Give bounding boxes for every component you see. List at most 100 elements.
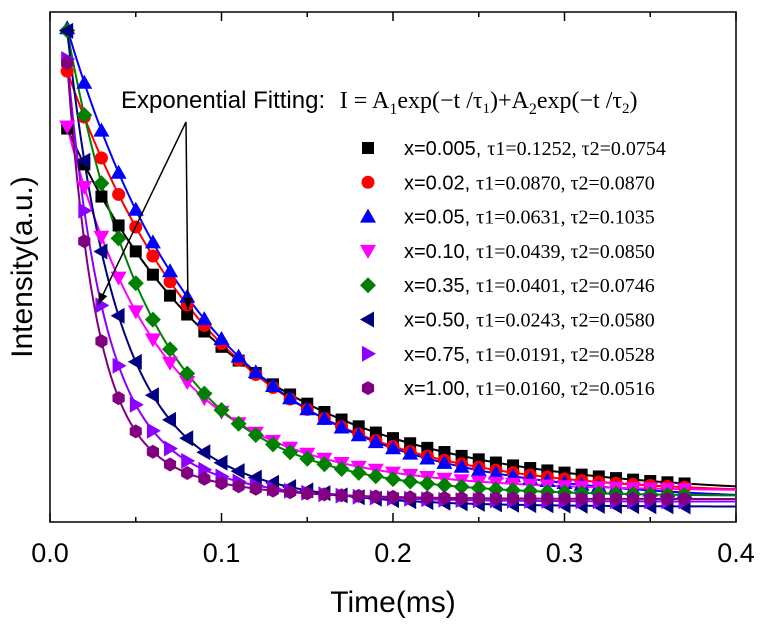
data-point [230, 463, 245, 480]
data-point [470, 480, 487, 497]
legend-marker [360, 244, 376, 259]
annotation-arrow-line [97, 121, 187, 306]
data-point [489, 491, 502, 506]
annotation-formula-part: I = A [340, 88, 390, 114]
data-point [179, 430, 194, 447]
legend-entry: x=1.00, τ1=0.0160, τ2=0.0516 [404, 378, 655, 400]
data-point [299, 401, 316, 416]
data-point [627, 491, 640, 506]
legend-tau-label: τ1=0.1252, τ2=0.0754 [487, 138, 666, 160]
y-axis-title: Intensity(a.u.) [6, 176, 39, 358]
data-point [386, 489, 400, 504]
annotation-formula-sub: 2 [622, 101, 630, 117]
data-point [162, 356, 178, 371]
legend-x-label: x=0.75, [404, 344, 470, 366]
data-point [213, 402, 230, 418]
data-point [93, 243, 108, 260]
legend-marker [360, 311, 374, 328]
data-point [436, 454, 453, 469]
x-tick-label: 0.2 [374, 538, 412, 568]
data-point [163, 275, 177, 289]
legend-entry: x=0.50, τ1=0.0243, τ2=0.0580 [404, 310, 655, 332]
legend-tau-label: τ1=0.0160, τ2=0.0516 [476, 378, 655, 400]
data-point [144, 234, 161, 249]
data-point [472, 491, 485, 506]
legend-tau-label: τ1=0.0631, τ2=0.1035 [476, 207, 655, 229]
fit-curve [66, 126, 737, 491]
data-point [181, 308, 194, 321]
data-point [487, 481, 504, 498]
annotation-formula-part: exp(−t /τ [397, 88, 483, 114]
data-point [162, 411, 176, 428]
data-point [93, 230, 110, 245]
data-point [179, 365, 196, 382]
annotation-prefix: Exponential Fitting: [121, 87, 325, 114]
data-point [164, 440, 178, 457]
data-point [318, 487, 331, 502]
data-point [76, 74, 93, 89]
annotation-arrowhead [98, 292, 108, 305]
data-point [78, 202, 93, 219]
legend-entry: x=0.35, τ1=0.0401, τ2=0.0746 [404, 275, 655, 297]
data-point [127, 201, 144, 216]
data-point [249, 481, 262, 496]
data-point [164, 457, 177, 472]
data-point [230, 415, 247, 432]
data-point [76, 152, 91, 169]
legend-tau-label: τ1=0.0401, τ2=0.0746 [476, 275, 655, 297]
data-point [487, 465, 504, 480]
data-point [453, 478, 470, 495]
data-point [198, 471, 211, 486]
data-point [333, 419, 350, 434]
data-point [402, 445, 419, 460]
data-point [213, 331, 230, 345]
data-point [213, 454, 228, 471]
data-point [215, 476, 228, 491]
data-point [112, 219, 125, 232]
data-point [127, 353, 142, 370]
fit-curve [66, 70, 737, 491]
data-point [144, 387, 159, 404]
data-point [265, 378, 281, 392]
data-point [129, 396, 144, 413]
data-point [678, 492, 691, 506]
data-point [247, 364, 264, 379]
annotation-formula-sub: 1 [483, 101, 491, 117]
data-point [350, 427, 367, 442]
legend-x-label: x=0.35, [404, 275, 470, 297]
data-point [93, 122, 110, 137]
data-point [110, 230, 127, 247]
data-point [196, 385, 213, 402]
data-point [232, 479, 245, 494]
data-point [59, 22, 74, 39]
data-point [76, 181, 93, 195]
x-tick-label: 0.3 [546, 538, 584, 568]
legend-tau-label: τ1=0.0439, τ2=0.0850 [476, 241, 655, 263]
legend-marker [362, 142, 374, 154]
annotation-formula-sub: 1 [389, 101, 397, 118]
data-point [146, 268, 159, 281]
data-point [316, 410, 333, 425]
data-point [282, 390, 299, 405]
data-point [284, 485, 297, 500]
legend-x-label: x=0.10, [404, 241, 470, 263]
fit-curve [66, 58, 736, 503]
data-point [179, 376, 196, 390]
legend-entry: x=0.05, τ1=0.0631, τ2=0.1035 [404, 207, 655, 229]
data-point [230, 348, 247, 363]
data-point [385, 440, 401, 455]
data-point [470, 462, 487, 477]
annotation-arrowhead [183, 297, 193, 310]
data-point [575, 491, 588, 506]
data-point [282, 444, 299, 461]
annotation-formula-part: ) [630, 88, 638, 114]
data-point [335, 488, 348, 503]
data-point [333, 461, 350, 477]
data-point [301, 486, 314, 501]
data-point [144, 311, 161, 328]
data-point [196, 444, 211, 461]
fit-curve [66, 62, 737, 501]
data-point [436, 477, 453, 494]
data-point [110, 164, 127, 179]
